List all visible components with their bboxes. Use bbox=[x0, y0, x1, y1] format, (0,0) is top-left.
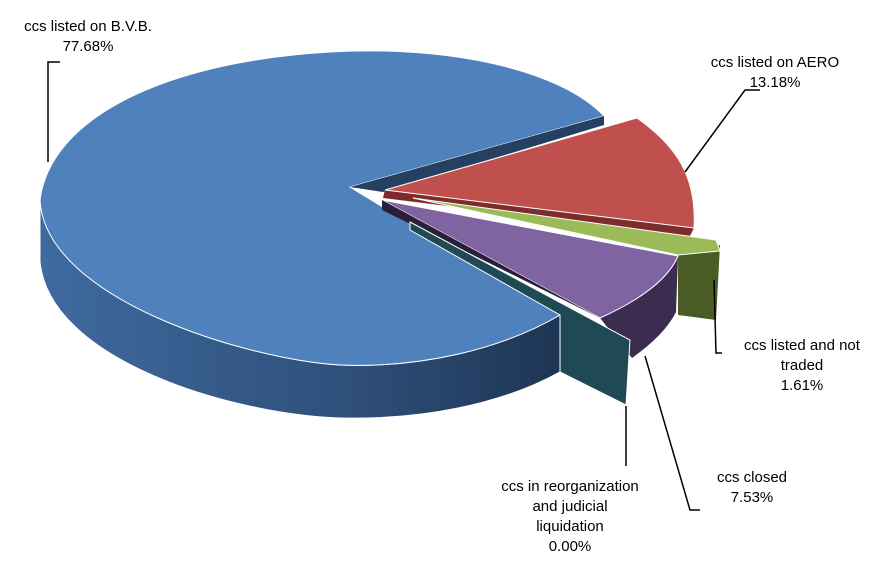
slice-aero-side bbox=[383, 190, 694, 236]
slice-aero-face bbox=[384, 117, 695, 229]
slice-bvb-face bbox=[39, 50, 605, 366]
slice-closed-side bbox=[600, 256, 678, 358]
label-aero: ccs listed on AERO 13.18% bbox=[695, 53, 855, 93]
slice-not-traded-side bbox=[678, 245, 720, 320]
label-reorganization: ccs in reorganization and judicial liqui… bbox=[470, 477, 670, 557]
slice-not-traded-face bbox=[412, 197, 721, 256]
slice-not-traded[interactable] bbox=[412, 197, 721, 320]
label-reorganization-line1: ccs in reorganization bbox=[501, 478, 639, 495]
slice-closed-face bbox=[381, 199, 679, 319]
label-reorganization-line2: and judicial bbox=[532, 498, 608, 515]
label-bvb-line1: ccs listed on B.V.B. bbox=[24, 18, 152, 35]
label-closed: ccs closed 7.53% bbox=[702, 468, 802, 508]
label-closed-line1: ccs closed bbox=[716, 469, 788, 486]
label-aero-pct: 13.18% bbox=[749, 74, 801, 91]
label-bvb-pct: 77.68% bbox=[62, 38, 114, 55]
slice-reorganization[interactable] bbox=[409, 221, 631, 406]
leader-closed bbox=[644, 355, 700, 511]
slice-aero[interactable] bbox=[383, 117, 695, 236]
leader-not-traded bbox=[713, 279, 722, 354]
leader-lines bbox=[47, 61, 760, 511]
label-not-traded-line1: ccs listed and not bbox=[744, 337, 860, 354]
leader-bvb bbox=[47, 61, 60, 162]
label-not-traded-line2: traded bbox=[780, 357, 824, 374]
label-closed-pct: 7.53% bbox=[730, 489, 774, 506]
slice-reorganization-side bbox=[409, 221, 631, 406]
slice-bvb-inner-edge bbox=[350, 116, 604, 192]
slice-closed-inner-edge bbox=[382, 200, 600, 318]
label-aero-line1: ccs listed on AERO bbox=[710, 54, 840, 71]
label-not-traded: ccs listed and not traded 1.61% bbox=[724, 336, 880, 396]
label-reorganization-pct: 0.00% bbox=[548, 538, 592, 555]
label-not-traded-pct: 1.61% bbox=[780, 377, 824, 394]
label-reorganization-line3: liquidation bbox=[536, 518, 604, 535]
leader-aero bbox=[684, 89, 760, 173]
slice-bvb[interactable] bbox=[39, 50, 605, 419]
slice-closed[interactable] bbox=[381, 199, 679, 358]
label-bvb: ccs listed on B.V.B. 77.68% bbox=[4, 17, 172, 57]
